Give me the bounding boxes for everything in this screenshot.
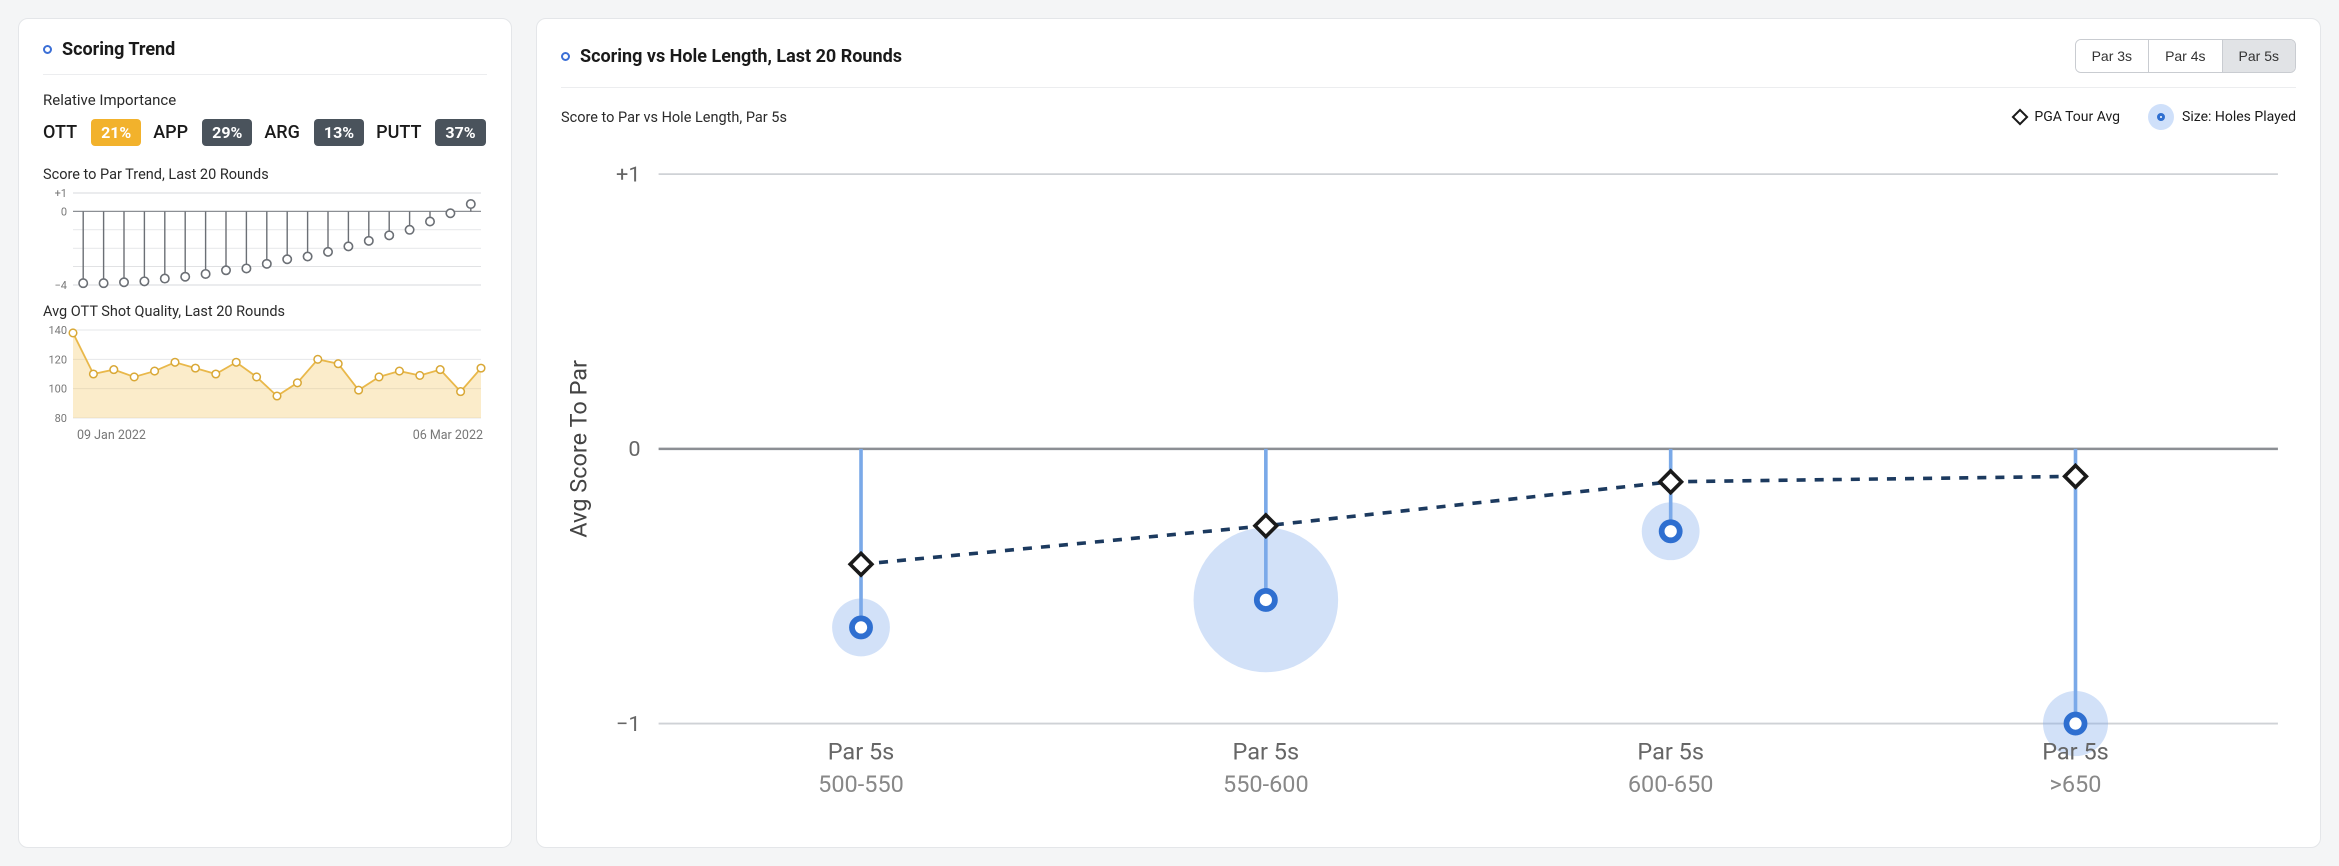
importance-badge: 21%	[91, 119, 141, 146]
legend-tour-avg-label: PGA Tour Avg	[2034, 109, 2120, 125]
tab-par-3s[interactable]: Par 3s	[2076, 40, 2149, 72]
xaxis-labels: 09 Jan 2022 06 Mar 2022	[43, 428, 487, 443]
svg-text:Par 5s: Par 5s	[1637, 738, 1704, 766]
card-title: Scoring Trend	[62, 39, 175, 60]
divider	[561, 87, 2296, 88]
svg-text:0: 0	[61, 205, 67, 218]
svg-text:120: 120	[48, 353, 67, 366]
score-trend-chart: −4 0 +1	[43, 189, 487, 289]
importance-label: ARG	[264, 122, 300, 143]
importance-badge: 37%	[435, 119, 485, 146]
svg-text:>650: >650	[2050, 770, 2102, 798]
diamond-icon	[2012, 109, 2029, 126]
chart-subtitle: Score to Par vs Hole Length, Par 5s	[561, 109, 787, 126]
svg-text:+1: +1	[616, 162, 640, 187]
tab-par-5s[interactable]: Par 5s	[2223, 40, 2295, 72]
svg-text:Par 5s: Par 5s	[2042, 738, 2109, 766]
legend-size: Size: Holes Played	[2148, 104, 2296, 130]
card-title-row: Scoring vs Hole Length, Last 20 Rounds	[561, 46, 902, 67]
svg-text:600-650: 600-650	[1628, 770, 1714, 798]
importance-row: OTT 21% APP 29% ARG 13% PUTT 37%	[43, 119, 487, 146]
relative-importance-label: Relative Importance	[43, 91, 487, 109]
importance-badge: 13%	[314, 119, 364, 146]
importance-badge: 29%	[202, 119, 252, 146]
svg-text:Par 5s: Par 5s	[1233, 738, 1300, 766]
card-title-row: Scoring Trend	[43, 39, 487, 74]
svg-text:0: 0	[628, 437, 640, 462]
svg-text:Par 5s: Par 5s	[828, 738, 895, 766]
title-bullet-icon	[561, 52, 570, 61]
svg-text:80: 80	[55, 412, 67, 422]
importance-label: PUTT	[376, 122, 421, 143]
importance-label: APP	[153, 122, 188, 143]
xaxis-start: 09 Jan 2022	[77, 428, 146, 443]
svg-text:−4: −4	[55, 279, 67, 289]
importance-label: OTT	[43, 122, 77, 143]
par-tab-group: Par 3sPar 4sPar 5s	[2075, 39, 2296, 73]
scoring-trend-card: Scoring Trend Relative Importance OTT 21%…	[18, 18, 512, 848]
legend-tour-avg: PGA Tour Avg	[2014, 109, 2120, 125]
score-vs-length-chart: Avg Score To Par −1 0 +1 Par 5s 500-550 Par 5s…	[561, 138, 2296, 825]
svg-text:100: 100	[48, 383, 67, 396]
ott-quality-chart: 80 100 120 140	[43, 326, 487, 422]
tab-par-4s[interactable]: Par 4s	[2149, 40, 2222, 72]
legend-size-label: Size: Holes Played	[2182, 109, 2296, 125]
score-trend-title: Score to Par Trend, Last 20 Rounds	[43, 166, 487, 183]
xaxis-end: 06 Mar 2022	[413, 428, 483, 443]
svg-text:550-600: 550-600	[1223, 770, 1309, 798]
svg-text:140: 140	[48, 326, 67, 337]
card-title: Scoring vs Hole Length, Last 20 Rounds	[580, 46, 902, 67]
svg-text:+1: +1	[55, 189, 67, 200]
ott-quality-title: Avg OTT Shot Quality, Last 20 Rounds	[43, 303, 487, 320]
svg-text:500-550: 500-550	[818, 770, 904, 798]
svg-text:Avg Score To Par: Avg Score To Par	[564, 360, 592, 538]
svg-text:−1: −1	[616, 712, 641, 737]
bubble-icon	[2148, 104, 2174, 130]
scoring-vs-length-card: Scoring vs Hole Length, Last 20 Rounds P…	[536, 18, 2321, 848]
divider	[43, 74, 487, 75]
title-bullet-icon	[43, 45, 52, 54]
legend-row: Score to Par vs Hole Length, Par 5s PGA …	[561, 104, 2296, 130]
